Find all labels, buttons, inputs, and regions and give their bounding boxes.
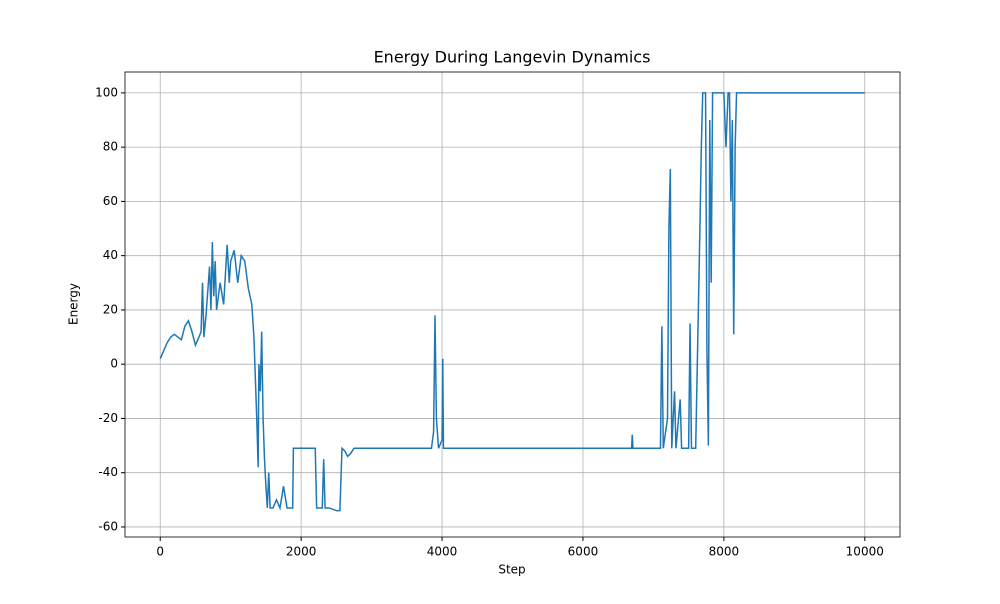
y-tick-label: 100 xyxy=(95,85,118,99)
x-tick-label: 6000 xyxy=(568,545,599,559)
y-tick-label: 80 xyxy=(103,140,118,154)
plot-frame xyxy=(124,71,901,538)
x-tick-label: 4000 xyxy=(427,545,458,559)
y-tick-label: -40 xyxy=(98,465,118,479)
x-tick-label: 8000 xyxy=(709,545,740,559)
y-tick-label: 60 xyxy=(103,194,118,208)
y-tick-label: 40 xyxy=(103,248,118,262)
x-tick-label: 2000 xyxy=(286,545,317,559)
x-tick-label: 10000 xyxy=(846,545,884,559)
x-tick-label: 0 xyxy=(156,545,164,559)
data-line xyxy=(159,92,865,512)
y-tick-label: 0 xyxy=(110,357,118,371)
chart-title: Energy During Langevin Dynamics xyxy=(374,48,651,67)
y-tick-label: -60 xyxy=(98,519,118,533)
y-tick-label: 20 xyxy=(103,302,118,316)
y-tick-label: -20 xyxy=(98,411,118,425)
y-axis-label: Energy xyxy=(67,283,81,325)
x-axis-label: Step xyxy=(498,563,525,577)
